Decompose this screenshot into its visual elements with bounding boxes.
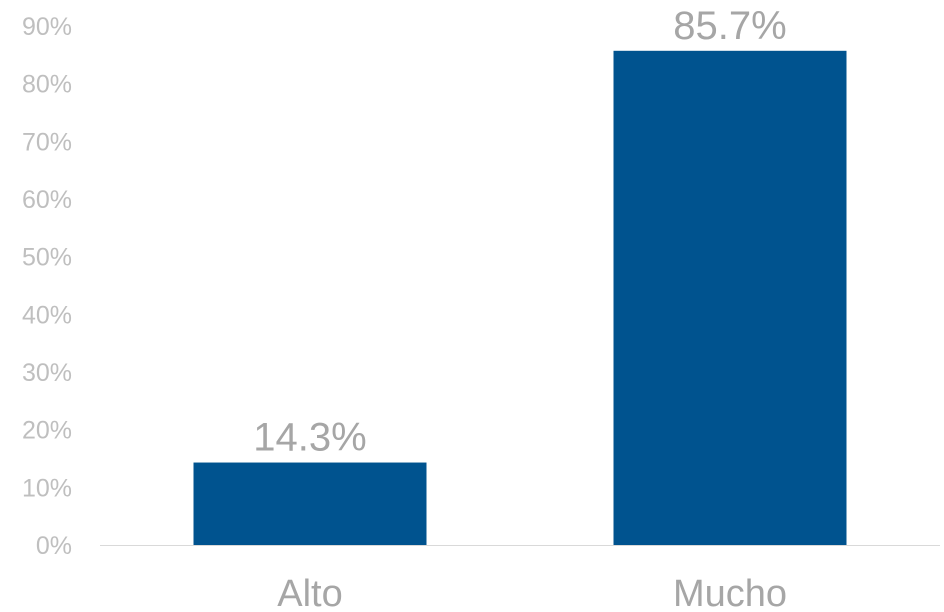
bars	[193, 50, 847, 546]
y-tick-label: 80%	[22, 71, 72, 99]
y-tick-label: 30%	[22, 359, 72, 387]
y-tick-label: 70%	[22, 128, 72, 156]
bar-alto	[193, 462, 427, 545]
data-labels: 14.3% 85.7%	[253, 4, 786, 460]
y-tick-label: 0%	[36, 532, 72, 560]
y-tick-label: 40%	[22, 301, 72, 329]
category-label: Alto	[277, 573, 342, 612]
data-label: 14.3%	[253, 416, 366, 460]
y-tick-label: 90%	[22, 13, 72, 41]
y-axis-tick-labels: 0% 10% 20% 30% 40% 50% 60% 70% 80% 90%	[22, 13, 72, 560]
y-tick-label: 10%	[22, 474, 72, 502]
bar-mucho	[613, 50, 847, 546]
data-label: 85.7%	[673, 4, 786, 48]
y-tick-label: 20%	[22, 417, 72, 445]
y-tick-label: 50%	[22, 244, 72, 272]
category-labels: Alto Mucho	[277, 573, 787, 612]
y-tick-label: 60%	[22, 186, 72, 214]
category-label: Mucho	[673, 573, 787, 612]
